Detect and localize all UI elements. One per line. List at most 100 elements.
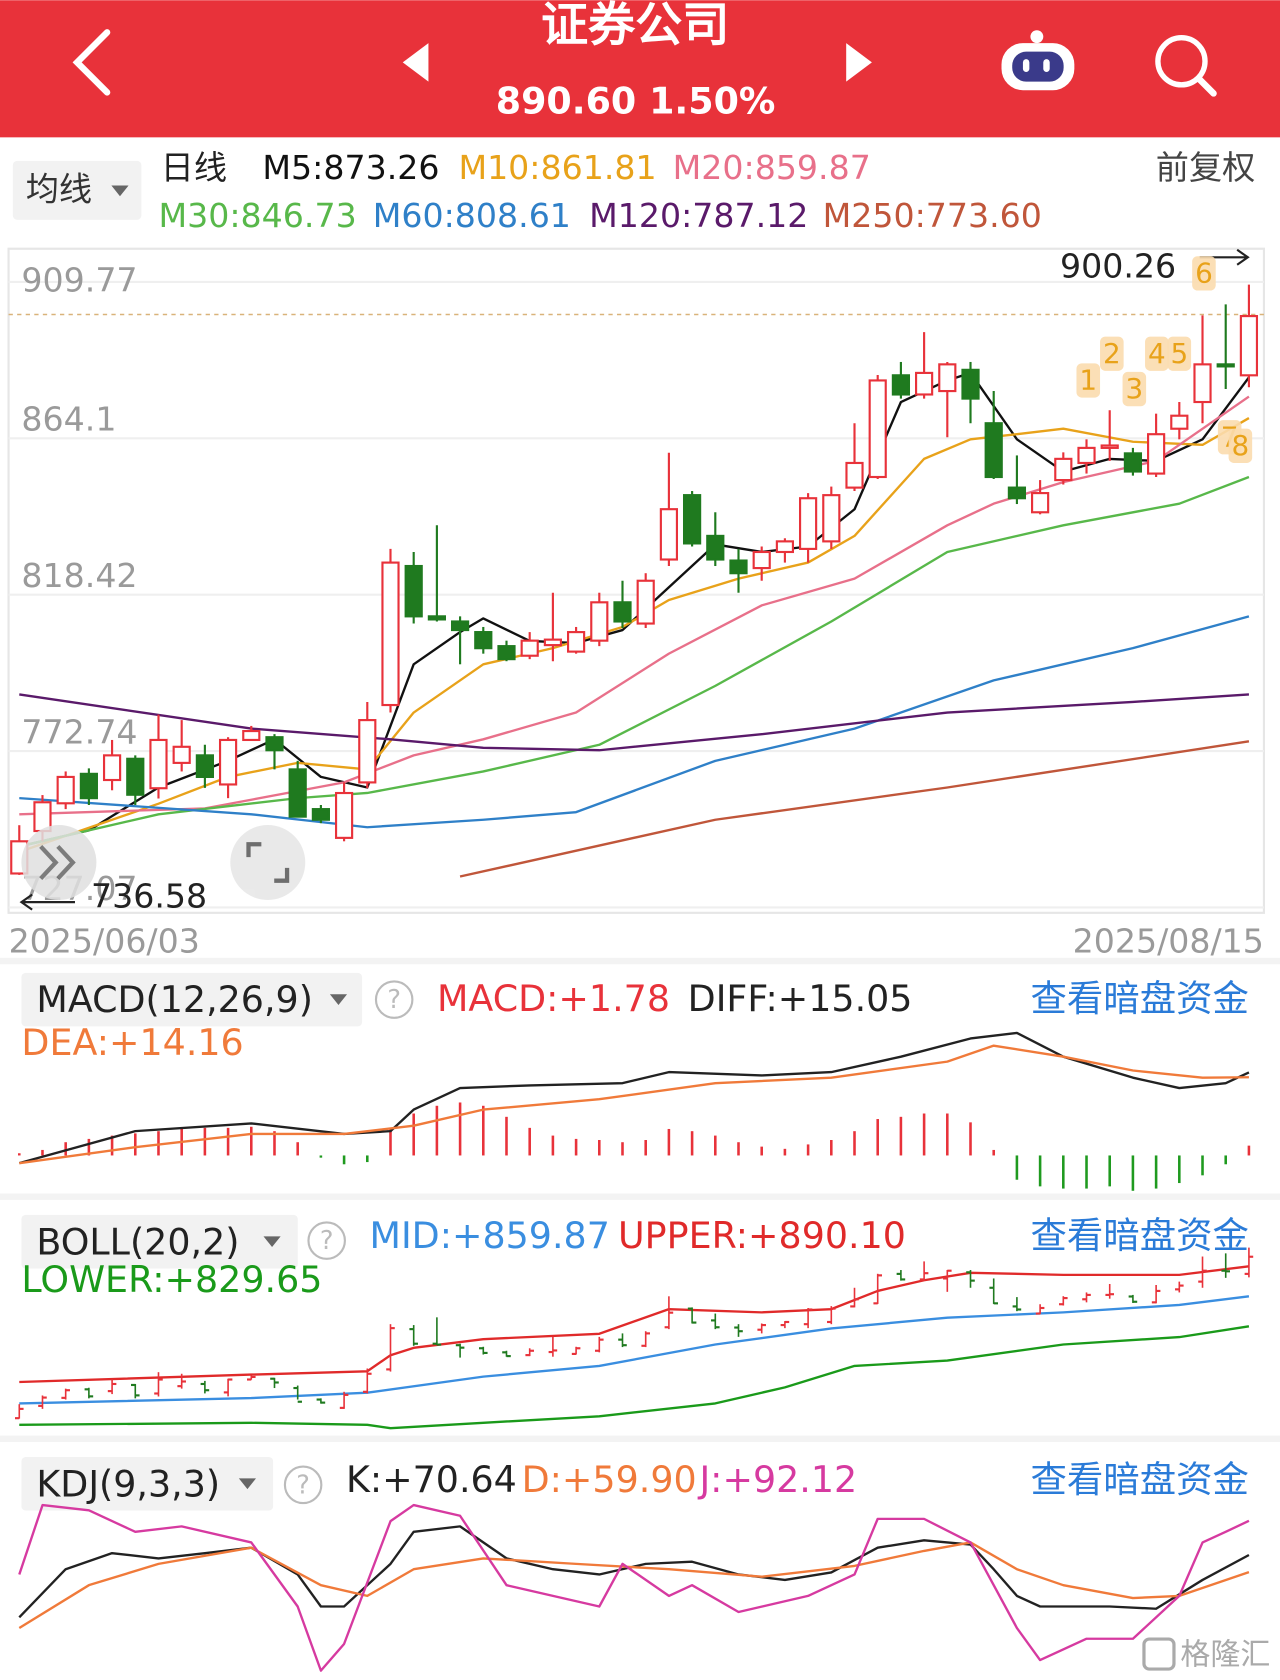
- indicator-line: [18, 1541, 1250, 1630]
- adjust-label[interactable]: 前复权: [1156, 148, 1256, 187]
- indicator-selector[interactable]: [21, 1456, 274, 1511]
- search-icon[interactable]: [1155, 35, 1217, 97]
- event-badge: [1076, 363, 1101, 398]
- macd-bar: [899, 1116, 903, 1156]
- indicator-line: [19, 693, 1250, 752]
- macd-bar: [1085, 1155, 1088, 1189]
- macd-bar: [528, 1127, 531, 1156]
- separator: [0, 1435, 1280, 1442]
- candle-body: [566, 631, 586, 653]
- candle-body: [126, 757, 145, 796]
- dropdown-arrow: [329, 994, 348, 1005]
- prev-button[interactable]: [402, 43, 429, 82]
- collapse-button[interactable]: [21, 825, 97, 900]
- y-tick-label: 772.74: [21, 712, 137, 751]
- macd-bar: [946, 1113, 949, 1156]
- macd-bar: [737, 1142, 740, 1156]
- indicator-line: [19, 1265, 1250, 1384]
- help-mark: ?: [296, 1470, 310, 1500]
- candle-body: [1193, 363, 1212, 404]
- legend-ma5: M5:873.26: [262, 148, 439, 187]
- help-mark: ?: [387, 985, 401, 1015]
- indicator-line: [19, 1044, 1249, 1165]
- candle-body: [497, 645, 516, 661]
- macd-bar: [250, 1126, 253, 1156]
- event-badge: [1228, 428, 1253, 463]
- macd-bar: [157, 1131, 160, 1156]
- candle-body: [56, 775, 75, 805]
- back-button[interactable]: [72, 29, 111, 96]
- dark-pool-link[interactable]: 查看暗盘资金: [1030, 1214, 1248, 1257]
- macd-bar: [1178, 1155, 1181, 1184]
- x-start-label: 2025/06/03: [9, 921, 200, 960]
- macd-bar: [435, 1105, 439, 1156]
- candle-body: [1054, 457, 1073, 482]
- macd-bar: [876, 1119, 879, 1156]
- candle-body: [659, 508, 679, 561]
- candle-body: [1077, 446, 1096, 465]
- candle-body: [915, 371, 934, 396]
- d-value: D:+59.90: [522, 1458, 697, 1501]
- candle-body: [891, 374, 911, 396]
- fullscreen-button[interactable]: [230, 825, 306, 900]
- mid-value: MID:+859.87: [370, 1214, 610, 1257]
- indicator-title: BOLL(20,2): [36, 1220, 239, 1263]
- help-icon[interactable]: [374, 980, 414, 1019]
- indicator-selector[interactable]: [21, 972, 363, 1027]
- candle-body: [1100, 444, 1119, 449]
- macd-bar: [621, 1142, 624, 1156]
- macd-bar: [342, 1155, 346, 1165]
- macd-bar: [667, 1128, 671, 1156]
- macd-bar: [273, 1131, 276, 1156]
- macd-bar: [690, 1131, 694, 1156]
- candle-body: [1031, 492, 1050, 514]
- macd-bar: [992, 1149, 995, 1156]
- event-badge: [1167, 336, 1192, 371]
- next-button[interactable]: [846, 43, 872, 82]
- candle-body: [427, 615, 446, 621]
- candle-body: [242, 729, 261, 742]
- upper-value: UPPER:+890.10: [618, 1214, 906, 1257]
- macd-bar: [1038, 1155, 1042, 1187]
- macd-bar: [574, 1138, 578, 1156]
- macd-bar: [922, 1113, 926, 1156]
- min-arrow: [19, 893, 75, 911]
- candle-body: [938, 363, 957, 393]
- dark-pool-link[interactable]: 查看暗盘资金: [1030, 977, 1248, 1020]
- separator: [0, 957, 1280, 965]
- macd-bar: [482, 1105, 485, 1156]
- macd-bar: [551, 1135, 555, 1156]
- y-tick-label: 818.42: [21, 556, 137, 595]
- macd-bar: [296, 1142, 299, 1156]
- macd-bar: [41, 1149, 44, 1156]
- candle-body: [450, 620, 470, 632]
- candle-body: [706, 534, 725, 561]
- help-icon[interactable]: [283, 1465, 323, 1505]
- macd-bar: [17, 1153, 21, 1156]
- candle-body: [636, 579, 655, 625]
- indicator-selector[interactable]: [21, 1214, 298, 1269]
- macd-bar: [1108, 1155, 1111, 1187]
- macd-value: MACD:+1.78: [437, 977, 670, 1020]
- dropdown-arrow: [111, 185, 129, 197]
- macd-bar: [133, 1133, 137, 1156]
- macd-bar: [969, 1122, 972, 1156]
- ma-selector[interactable]: [12, 160, 142, 220]
- event-badge: [1192, 256, 1216, 291]
- macd-bar: [412, 1113, 415, 1156]
- j-value: J:+92.12: [697, 1458, 857, 1501]
- legend-ma250: M250:773.60: [823, 196, 1042, 235]
- dropdown-arrow: [263, 1236, 281, 1248]
- macd-bar: [505, 1116, 508, 1156]
- candle-body: [520, 639, 539, 657]
- y-tick-label: 864.1: [21, 400, 116, 439]
- min-label: 736.58: [91, 876, 207, 915]
- help-icon[interactable]: [307, 1221, 346, 1260]
- event-badge: [1122, 371, 1147, 407]
- macd-bar: [458, 1102, 462, 1156]
- header-price: 890.60: [496, 80, 637, 123]
- dark-pool-link[interactable]: 查看暗盘资金: [1030, 1458, 1248, 1501]
- robot-icon[interactable]: [1001, 30, 1075, 91]
- main-plot-frame: [7, 247, 1266, 914]
- macd-bar: [110, 1135, 114, 1156]
